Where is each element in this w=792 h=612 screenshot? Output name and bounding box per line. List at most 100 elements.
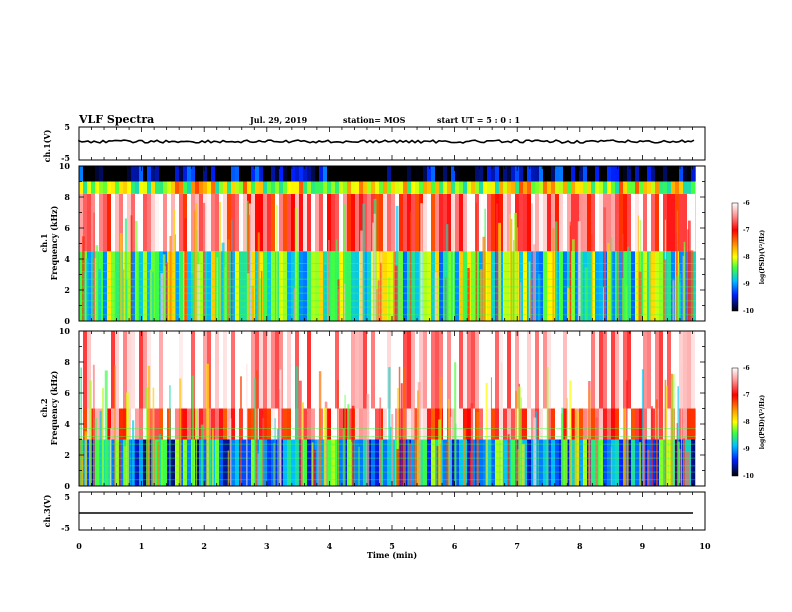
spectrogram-cell: [639, 193, 644, 252]
spectrogram-cell: [455, 251, 460, 321]
spectrogram-cell: [383, 181, 388, 194]
spectrogram-cell: [359, 331, 364, 409]
spectrogram-cell: [299, 331, 304, 409]
spectrogram-cell: [283, 408, 288, 440]
spectrogram-streak: [638, 271, 642, 321]
spectrogram-cell: [435, 181, 440, 194]
spectrogram-cell: [283, 166, 288, 182]
spectrogram-cell: [243, 251, 248, 321]
spectrogram-cell: [271, 439, 276, 486]
spectrogram-cell: [147, 193, 152, 252]
spectrogram-cell: [471, 181, 476, 194]
spectrogram-cell: [583, 181, 588, 194]
spectrogram-cell: [111, 166, 116, 182]
spectrogram-cell: [587, 166, 592, 182]
spectrogram-cell: [247, 439, 252, 486]
spectrogram-cell: [539, 193, 544, 252]
cb2-tick-9: -9: [743, 446, 750, 453]
spectrogram-cell: [495, 166, 500, 182]
spectrogram-cell: [243, 166, 248, 182]
spectrogram-cell: [551, 193, 556, 252]
spectrogram-streak: [507, 434, 510, 486]
spectrogram-cell: [267, 181, 272, 194]
spectrogram-cell: [527, 408, 532, 440]
spectrogram-cell: [119, 193, 124, 252]
spectrogram-cell: [667, 166, 672, 182]
spectrogram-cell: [303, 181, 308, 194]
ch2-ytick-10: 10: [59, 326, 71, 336]
spectrogram-cell: [607, 439, 612, 486]
spectrogram-cell: [635, 181, 640, 194]
spectrogram-cell: [251, 408, 256, 440]
spectrogram-cell: [567, 181, 572, 194]
spectrogram-cell: [571, 408, 576, 440]
spectrogram-cell: [635, 331, 640, 409]
spectrogram-streak: [380, 262, 382, 321]
spectrogram-streak: [687, 220, 691, 321]
spectrogram-cell: [339, 439, 344, 486]
spectrogram-cell: [359, 193, 364, 252]
spectrogram-cell: [627, 408, 632, 440]
spectrogram-cell: [203, 181, 208, 194]
spectrogram-cell: [115, 408, 120, 440]
spectrogram-cell: [159, 166, 164, 182]
spectrogram-cell: [131, 331, 136, 409]
spectrogram-cell: [367, 193, 372, 252]
spectrogram-cell: [219, 331, 224, 409]
spectrogram-streak: [510, 218, 513, 321]
spectrogram-cell: [287, 408, 292, 440]
spectrogram-cell: [643, 181, 648, 194]
spectrogram-cell: [511, 331, 516, 409]
spectrogram-streak: [490, 377, 493, 486]
spectrogram-cell: [551, 166, 556, 182]
spectrogram-cell: [315, 439, 320, 486]
spectrogram-cell: [627, 166, 632, 182]
spectrogram-cell: [487, 251, 492, 321]
spectrogram-cell: [99, 193, 104, 252]
spectrogram-cell: [315, 331, 320, 409]
spectrogram-cell: [199, 166, 204, 182]
spectrogram-cell: [519, 193, 524, 252]
spectrogram-cell: [343, 331, 348, 409]
spectrogram-cell: [299, 181, 304, 194]
spectrogram-cell: [231, 408, 236, 440]
spectrogram-streak: [118, 442, 121, 486]
spectrogram-cell: [651, 166, 656, 182]
spectrogram-cell: [535, 166, 540, 182]
spectrogram-streak: [647, 449, 650, 486]
spectrogram-cell: [219, 439, 224, 486]
ch1-voltage-trace: [78, 139, 695, 144]
spectrogram-streak: [240, 376, 242, 486]
spectrogram-cell: [383, 193, 388, 252]
spectrogram-streak: [125, 392, 129, 486]
spectrogram-streak: [565, 436, 567, 486]
spectrogram-cell: [331, 181, 336, 194]
spectrogram-cell: [259, 166, 264, 182]
spectrogram-cell: [575, 408, 580, 440]
spectrogram-cell: [647, 181, 652, 194]
spectrogram-cell: [543, 331, 548, 409]
spectrogram-cell: [563, 181, 568, 194]
spectrogram-cell: [595, 193, 600, 252]
spectrogram-cell: [363, 251, 368, 321]
spectrogram-streak: [571, 239, 575, 321]
spectrogram-streak: [102, 388, 104, 486]
spectrogram-cell: [471, 439, 476, 486]
date-label: Jul. 29, 2019: [249, 115, 308, 125]
spectrogram-cell: [327, 331, 332, 409]
spectrogram-cell: [555, 166, 560, 182]
spectrogram-cell: [379, 166, 384, 182]
spectrogram-cell: [463, 251, 468, 321]
spectrogram-cell: [643, 331, 648, 409]
spectrogram-cell: [387, 181, 392, 194]
spectrogram-cell: [595, 331, 600, 409]
spectrogram-cell: [183, 408, 188, 440]
spectrogram-cell: [303, 439, 308, 486]
spectrogram-cell: [547, 193, 552, 252]
spectrogram-cell: [315, 166, 320, 182]
spectrogram-cell: [243, 439, 248, 486]
spectrogram-cell: [539, 181, 544, 194]
spectrogram-streak: [531, 203, 533, 321]
spectrogram-cell: [303, 331, 308, 409]
spectrogram-cell: [231, 439, 236, 486]
